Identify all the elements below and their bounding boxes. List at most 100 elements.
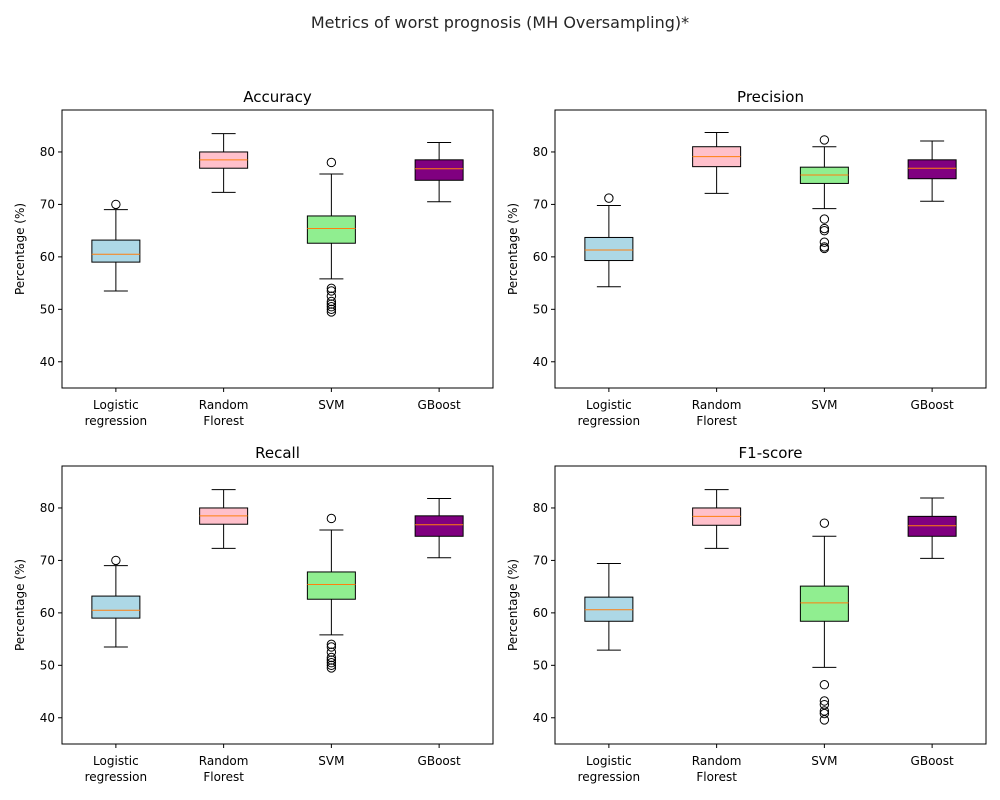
y-tick-label: 80 xyxy=(533,501,548,515)
x-tick-label: GBoost xyxy=(418,398,461,412)
box-body xyxy=(414,515,464,537)
box-0 xyxy=(584,193,634,288)
box-3 xyxy=(414,142,464,203)
x-tick-label-line: Florest xyxy=(203,770,244,784)
box-3 xyxy=(907,497,957,559)
x-tick-label-line: SVM xyxy=(318,398,344,412)
axes-frame xyxy=(61,465,494,745)
subplot-3: F1-score Percentage (%) 40 50 60 70 80 Logistic… xyxy=(506,444,987,784)
subplot-2: Recall Percentage (%) 40 50 60 70 80 Logistic re… xyxy=(13,444,494,784)
y-tick-label: 60 xyxy=(533,606,548,620)
x-tick-label-line: SVM xyxy=(318,754,344,768)
outlier-point xyxy=(326,639,337,650)
subplot-1: Precision Percentage (%) 40 50 60 70 80 Logisti… xyxy=(506,88,987,428)
outlier-point xyxy=(819,223,830,234)
subplot-title: F1-score xyxy=(739,444,803,462)
x-tick-label-line: SVM xyxy=(811,398,837,412)
box-2 xyxy=(799,518,849,725)
x-tick-label: Logistic regression xyxy=(85,754,148,784)
subplot-title: Precision xyxy=(737,88,804,106)
outlier-point xyxy=(819,699,830,710)
box-3 xyxy=(907,140,957,202)
outlier-point xyxy=(326,296,337,307)
y-tick-label: 40 xyxy=(533,711,548,725)
x-tick-label: SVM xyxy=(811,754,837,768)
subplot-0: Accuracy Percentage (%) 40 50 60 70 80 Logistic… xyxy=(13,88,494,428)
outlier-point xyxy=(819,237,830,247)
outlier-point xyxy=(326,157,337,168)
y-tick-label: 50 xyxy=(533,658,548,672)
outlier-point xyxy=(326,291,337,301)
outlier-point xyxy=(111,555,121,566)
subplot-title: Recall xyxy=(255,444,300,462)
x-tick-label-line: regression xyxy=(85,770,148,784)
x-tick-label-line: GBoost xyxy=(418,754,461,768)
x-tick-label-line: Random xyxy=(199,754,249,768)
y-tick-label: 70 xyxy=(40,553,55,567)
y-tick-label: 50 xyxy=(533,302,548,316)
box-body xyxy=(306,571,356,600)
outlier-point xyxy=(326,660,337,671)
x-tick-label-line: Logistic xyxy=(93,754,139,768)
outlier-point xyxy=(326,513,337,524)
outlier-point xyxy=(819,214,830,224)
x-tick-label-line: Florest xyxy=(696,414,737,428)
x-tick-label-line: SVM xyxy=(811,754,837,768)
y-tick-label: 70 xyxy=(533,553,548,567)
x-tick-label-line: regression xyxy=(578,414,641,428)
outlier-point xyxy=(326,647,337,657)
y-tick-label: 80 xyxy=(40,145,55,159)
outlier-point xyxy=(819,518,830,528)
y-tick-label: 70 xyxy=(533,197,548,211)
outlier-point xyxy=(326,283,337,294)
box-body xyxy=(91,595,141,619)
box-3 xyxy=(414,498,464,559)
y-tick-label: 40 xyxy=(40,711,55,725)
figure-title: Metrics of worst prognosis (MH Oversampl… xyxy=(310,13,690,32)
x-tick-label: Logistic regression xyxy=(85,398,148,428)
y-tick-label: 80 xyxy=(533,145,548,159)
outlier-point xyxy=(819,715,830,725)
outlier-point xyxy=(111,199,121,210)
axes-frame xyxy=(554,465,987,745)
y-tick-label: 50 xyxy=(40,302,55,316)
x-tick-label-line: Florest xyxy=(203,414,244,428)
outlier-point xyxy=(326,301,337,312)
box-0 xyxy=(91,555,141,648)
y-axis-label: Percentage (%) xyxy=(13,559,27,651)
x-tick-label: SVM xyxy=(811,398,837,412)
x-tick-label-line: regression xyxy=(578,770,641,784)
box-body xyxy=(91,239,141,263)
outlier-point xyxy=(819,225,830,236)
y-tick-label: 80 xyxy=(40,501,55,515)
box-2 xyxy=(306,513,356,673)
y-axis-label: Percentage (%) xyxy=(506,203,520,295)
box-body xyxy=(306,215,356,244)
x-tick-label: SVM xyxy=(318,754,344,768)
box-body xyxy=(584,236,634,262)
x-tick-label: SVM xyxy=(318,398,344,412)
outlier-point xyxy=(326,642,337,652)
outlier-point xyxy=(819,706,830,716)
x-tick-label: Random Florest xyxy=(199,398,249,428)
y-tick-label: 60 xyxy=(533,250,548,264)
outlier-point xyxy=(819,243,830,254)
x-tick-label-line: Random xyxy=(692,398,742,412)
x-tick-label-line: regression xyxy=(85,414,148,428)
outlier-point xyxy=(326,307,337,317)
box-2 xyxy=(799,135,849,254)
x-tick-label: GBoost xyxy=(911,398,954,412)
outlier-point xyxy=(604,193,614,203)
x-tick-label: GBoost xyxy=(418,754,461,768)
x-tick-label-line: GBoost xyxy=(418,398,461,412)
y-tick-label: 60 xyxy=(40,606,55,620)
outlier-point xyxy=(326,286,337,296)
outlier-point xyxy=(326,304,337,315)
box-1 xyxy=(199,133,249,193)
outlier-point xyxy=(819,708,830,719)
y-axis-label: Percentage (%) xyxy=(13,203,27,295)
x-tick-label: Random Florest xyxy=(692,398,742,428)
outlier-point xyxy=(326,299,337,309)
outlier-point xyxy=(326,663,337,673)
